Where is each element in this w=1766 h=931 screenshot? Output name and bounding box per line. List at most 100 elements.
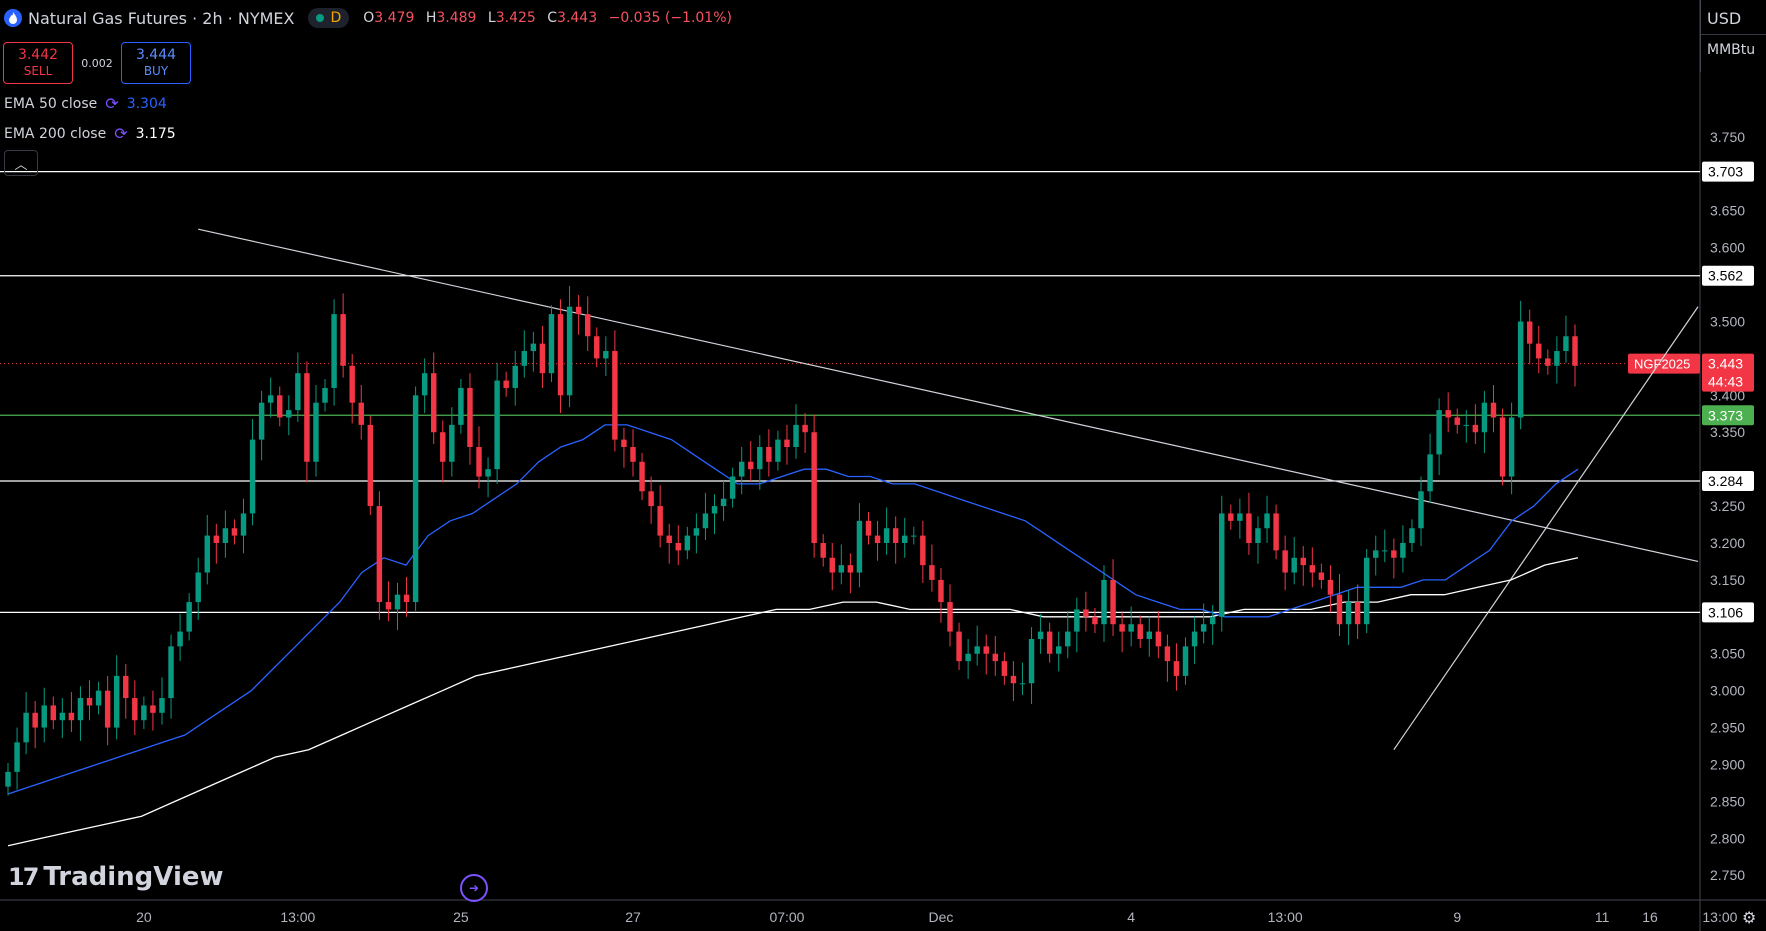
sell-button[interactable]: 3.442 SELL [3, 42, 73, 84]
collapse-indicators-button[interactable]: ︿ [4, 150, 38, 176]
flame-icon [4, 9, 22, 27]
symbol-tag: NGF2025 [1634, 357, 1690, 372]
candle-body [1490, 402, 1497, 418]
candle-body [1563, 336, 1569, 352]
chevron-up-icon: ︿ [14, 157, 28, 173]
currency-label: USD [1707, 9, 1742, 28]
candle-body [883, 528, 890, 543]
candle-body [702, 513, 709, 529]
candle-body [1228, 513, 1234, 521]
candle-body [159, 698, 165, 713]
candle-body [1092, 616, 1098, 625]
candle-body [1554, 351, 1560, 366]
candle-body [340, 314, 346, 366]
candle-body [358, 402, 364, 425]
candle-body [77, 698, 84, 721]
candle-body [847, 565, 854, 573]
ohlc-readout: O3.479 H3.489 L3.425 C3.443 −0.035 (−1.0… [363, 10, 732, 26]
candle-body [222, 528, 229, 543]
candle-body [177, 631, 183, 647]
candle-body [485, 469, 491, 477]
candle-body [865, 520, 872, 536]
candle-body [784, 439, 790, 448]
candle-body [1382, 550, 1388, 552]
candle-body [95, 690, 102, 706]
candle-body [249, 439, 256, 514]
level-label: 3.562 [1708, 268, 1743, 284]
last-price-label: 3.443 [1708, 356, 1743, 372]
candle-body [992, 653, 999, 662]
ema50-line [7, 424, 1579, 795]
candle-body [1074, 609, 1080, 632]
level-label-box [1702, 470, 1754, 491]
price-tick-label: 3.000 [1710, 683, 1745, 699]
last-price-box [1702, 353, 1754, 392]
candle-body [766, 447, 772, 462]
price-change: −0.035 (−1.01%) [608, 10, 732, 26]
candle-body [322, 387, 328, 403]
candle-body [512, 365, 518, 388]
chart-header: Natural Gas Futures · 2h · NYMEX D O3.47… [4, 8, 739, 28]
time-tick-label: 27 [625, 909, 641, 925]
candle-body [820, 542, 826, 558]
candle-body [802, 424, 808, 433]
time-tick-label: Dec [929, 909, 954, 925]
delayed-badge: D [330, 10, 342, 26]
candle-body [313, 402, 319, 462]
indicator-ema50[interactable]: EMA 50 close ⟳ 3.304 [4, 94, 167, 113]
candle-body [1137, 624, 1143, 639]
candle-body [612, 351, 618, 440]
candle-body [920, 535, 926, 566]
candle-body [584, 314, 591, 337]
candle-body [231, 528, 238, 536]
candle-body [621, 439, 627, 448]
candle-body [150, 705, 156, 713]
candle-body [1508, 417, 1515, 477]
candle-body [476, 447, 482, 477]
candle-body [1037, 631, 1044, 639]
market-status[interactable]: D [308, 8, 350, 28]
candle-body [757, 447, 763, 470]
time-tick-label: 16 [1642, 909, 1658, 925]
price-tick-label: 2.750 [1710, 867, 1745, 883]
candle-body [349, 365, 355, 403]
axis-currency-selector[interactable]: USD MMBtu [1700, 0, 1766, 72]
go-to-realtime-button[interactable]: ➜ [460, 874, 488, 902]
tradingview-logo[interactable]: 17 TradingView [8, 862, 224, 892]
price-tick-label: 3.250 [1710, 498, 1745, 514]
level-label: 3.106 [1708, 604, 1743, 620]
time-tick-label: 13:00 [1702, 909, 1737, 925]
candle-body [902, 535, 908, 543]
buy-button[interactable]: 3.444 BUY [121, 42, 191, 84]
candle-body [856, 520, 863, 573]
candle-body [738, 461, 745, 477]
candle-body [1536, 343, 1542, 359]
candle-body [1345, 602, 1352, 625]
symbol-title[interactable]: Natural Gas Futures · 2h · NYMEX [28, 8, 295, 28]
price-tick-label: 2.950 [1710, 720, 1745, 736]
ema200-value: 3.175 [135, 125, 176, 142]
candle-body [503, 380, 509, 388]
candle-body [1517, 321, 1524, 418]
candle-body [168, 646, 174, 699]
candle-body [974, 646, 980, 654]
settings-gear-icon[interactable]: ⚙ [1742, 908, 1757, 927]
trade-panel: 3.442 SELL 0.002 3.444 BUY [3, 42, 191, 84]
indicator-ema200[interactable]: EMA 200 close ⟳ 3.175 [4, 124, 176, 143]
level-label: 3.373 [1708, 407, 1743, 423]
candle-body [258, 402, 265, 440]
candle-body [141, 705, 147, 721]
candle-body [467, 387, 473, 448]
candle-body [1436, 410, 1442, 455]
candle-body [892, 528, 899, 543]
candle-body [1028, 638, 1035, 684]
price-tick-label: 2.900 [1710, 756, 1745, 772]
candle-body [41, 705, 47, 728]
candle-body [1119, 624, 1125, 632]
candle-body [929, 565, 935, 580]
candle-body [874, 535, 881, 543]
candle-body [1418, 491, 1424, 529]
spread-value: 0.002 [81, 56, 113, 70]
candle-body [1363, 557, 1370, 625]
